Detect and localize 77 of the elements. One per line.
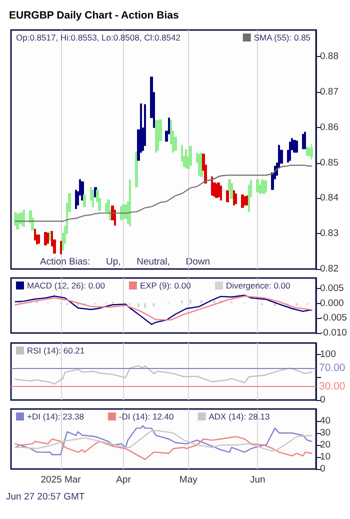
- candlestick: [302, 134, 304, 150]
- y-tick-label: 0.005: [320, 282, 344, 294]
- candlestick: [265, 180, 267, 192]
- y-tick-label: 20: [320, 440, 331, 450]
- legend-label: Divergence: 0.00: [226, 280, 291, 290]
- candlestick: [198, 154, 200, 176]
- y-tick-label: 40: [320, 416, 331, 426]
- chart-title: EURGBP Daily Chart - Action Bias: [9, 10, 179, 22]
- candlestick: [230, 183, 233, 200]
- y-tick-label: 10: [320, 452, 331, 462]
- x-tick-label: Jun: [250, 474, 266, 486]
- legend-label: RSI (14): 60.21: [27, 346, 85, 356]
- candlestick: [220, 186, 222, 200]
- x-tick-label: Apr: [116, 474, 131, 486]
- text: Jun 27 20:57 GMT: [6, 492, 85, 502]
- candlestick: [47, 232, 49, 244]
- candlestick: [310, 144, 313, 160]
- candlestick: [185, 149, 187, 168]
- candlestick: [295, 140, 298, 153]
- candlestick: [189, 146, 192, 166]
- legend-label: -DI (14): 12.40: [118, 412, 174, 422]
- candlestick: [226, 190, 229, 202]
- candlestick: [81, 181, 84, 200]
- candlestick: [92, 190, 94, 208]
- line-series: [14, 436, 312, 460]
- y-tick-label: -0.005: [320, 312, 347, 324]
- candlestick: [211, 176, 213, 196]
- y-tick-label: 0.82: [320, 264, 338, 274]
- y-tick-label: 30: [320, 428, 331, 438]
- text: Action Bias: Up, Neutral, Down: [40, 256, 210, 268]
- candlestick: [60, 240, 62, 254]
- y-tick-label: 0.88: [320, 51, 338, 62]
- legend-label: ADX (14): 28.13: [208, 412, 270, 422]
- candlestick: [44, 232, 47, 246]
- candlestick: [256, 179, 259, 192]
- y-tick-label: 0.86: [320, 122, 338, 133]
- candlestick: [49, 230, 51, 240]
- line-series: [14, 425, 312, 456]
- candlestick: [105, 202, 107, 212]
- ref-line-label: 70.00: [319, 362, 346, 374]
- y-tick-label: 0: [320, 464, 326, 474]
- candlestick: [233, 190, 235, 206]
- candlestick: [289, 142, 291, 161]
- legend-label: +DI (14): 23.38: [27, 412, 84, 422]
- y-tick-label: 100: [320, 348, 336, 360]
- candlestick: [135, 152, 138, 188]
- y-tick-label: 0.000: [320, 298, 344, 309]
- candlestick: [23, 210, 25, 228]
- candlestick: [235, 193, 237, 204]
- candlestick: [83, 194, 86, 208]
- line-series: [14, 430, 312, 452]
- y-tick-label: 0.83: [320, 228, 338, 240]
- candlestick: [34, 228, 36, 240]
- y-tick-label: 0.87: [320, 86, 338, 98]
- candlestick: [114, 210, 116, 226]
- legend-label: EXP (9): 0.00: [140, 280, 192, 290]
- candlestick: [129, 180, 131, 226]
- y-tick-label: 0.84: [320, 192, 338, 204]
- line-series: [14, 365, 312, 385]
- legend-label: SMA (55): 0.85: [254, 32, 311, 42]
- chart-subtitle: Op:0.8517, Hi:0.8553, Lo:0.8508, Cl:0.8542: [16, 32, 181, 42]
- candlestick: [38, 234, 40, 244]
- x-tick-label: 2025 Mar: [40, 474, 81, 486]
- candlestick: [246, 196, 248, 206]
- y-tick-label: -0.010: [320, 328, 347, 338]
- candlestick: [261, 179, 263, 194]
- candlestick: [217, 182, 220, 198]
- candlestick: [75, 190, 77, 209]
- ref-line-label: 30.00: [319, 380, 346, 392]
- candlestick: [157, 120, 159, 151]
- y-tick-label: 0: [320, 394, 326, 406]
- candlestick: [304, 132, 306, 150]
- y-tick-label: 0.85: [320, 157, 338, 168]
- x-tick-label: May: [179, 474, 198, 486]
- legend-label: MACD (12, 26): 0.00: [27, 280, 106, 290]
- candlestick: [155, 120, 157, 153]
- candlestick: [243, 196, 246, 206]
